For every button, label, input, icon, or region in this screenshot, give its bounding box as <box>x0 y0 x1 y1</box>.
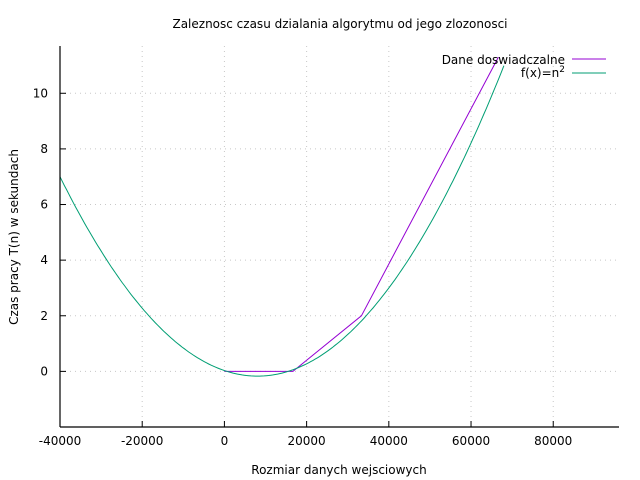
y-tick-label: 10 <box>33 86 48 100</box>
grid <box>60 46 619 427</box>
series-layer <box>60 57 504 376</box>
x-tick-label: 60000 <box>452 434 490 448</box>
y-tick-label: 2 <box>40 309 48 323</box>
x-tick-label: 80000 <box>534 434 572 448</box>
axes <box>60 46 619 427</box>
y-tick-label: 8 <box>40 142 48 156</box>
legend-label-function: f(x)=n2 <box>521 65 565 80</box>
x-tick-label: 40000 <box>370 434 408 448</box>
x-tick-label: 20000 <box>288 434 326 448</box>
x-tick-label: -20000 <box>121 434 164 448</box>
legend-function-text: f(x)=n <box>521 66 559 80</box>
x-tick-label: -40000 <box>39 434 82 448</box>
chart-title: Zaleznosc czasu dzialania algorytmu od j… <box>172 17 507 31</box>
legend-function-superscript: 2 <box>559 65 565 75</box>
ticks: -40000 -20000 0 20000 40000 60000 80000 0 2 4 6 8 10 <box>33 86 573 448</box>
legend: Dane doswiadczalne f(x)=n2 <box>442 53 606 80</box>
legend-item-experimental: Dane doswiadczalne <box>442 53 606 67</box>
series-line-experimental <box>224 57 498 371</box>
legend-item-function: f(x)=n2 <box>521 65 606 80</box>
y-axis-label: Czas pracy T(n) w sekundach <box>7 149 21 325</box>
legend-label-experimental: Dane doswiadczalne <box>442 53 565 67</box>
y-tick-label: 0 <box>40 364 48 378</box>
y-tick-label: 6 <box>40 198 48 212</box>
x-axis-label: Rozmiar danych wejsciowych <box>251 463 426 477</box>
y-tick-label: 4 <box>40 253 48 267</box>
series-line-function <box>60 66 504 376</box>
x-tick-label: 0 <box>221 434 229 448</box>
